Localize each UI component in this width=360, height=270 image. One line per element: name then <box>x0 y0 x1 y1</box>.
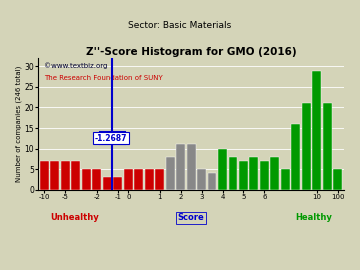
Bar <box>312 70 321 190</box>
Bar <box>61 161 70 190</box>
Y-axis label: Number of companies (246 total): Number of companies (246 total) <box>15 66 22 182</box>
Text: Sector: Basic Materials: Sector: Basic Materials <box>129 21 231 30</box>
Title: Z''-Score Histogram for GMO (2016): Z''-Score Histogram for GMO (2016) <box>86 48 296 58</box>
Bar <box>186 144 195 190</box>
Text: -1.2687: -1.2687 <box>95 134 127 143</box>
Bar <box>323 103 332 190</box>
Bar <box>249 157 258 190</box>
Bar <box>166 157 175 190</box>
Bar <box>113 177 122 190</box>
Text: Unhealthy: Unhealthy <box>50 213 99 222</box>
Bar <box>302 103 311 190</box>
Text: Score: Score <box>178 213 204 222</box>
Text: Healthy: Healthy <box>295 213 332 222</box>
Bar <box>281 169 290 190</box>
Bar <box>291 124 300 190</box>
Bar <box>155 169 164 190</box>
Bar <box>124 169 133 190</box>
Bar <box>71 161 80 190</box>
Bar <box>270 157 279 190</box>
Bar <box>218 148 227 190</box>
Bar <box>40 161 49 190</box>
Bar <box>50 161 59 190</box>
Bar <box>134 169 143 190</box>
Bar <box>176 144 185 190</box>
Text: The Research Foundation of SUNY: The Research Foundation of SUNY <box>44 75 163 81</box>
Bar <box>208 173 216 190</box>
Bar <box>260 161 269 190</box>
Bar <box>239 161 248 190</box>
Bar <box>82 169 91 190</box>
Bar <box>197 169 206 190</box>
Bar <box>333 169 342 190</box>
Bar <box>103 177 112 190</box>
Bar <box>93 169 101 190</box>
Text: ©www.textbiz.org: ©www.textbiz.org <box>44 62 108 69</box>
Bar <box>229 157 238 190</box>
Bar <box>145 169 154 190</box>
